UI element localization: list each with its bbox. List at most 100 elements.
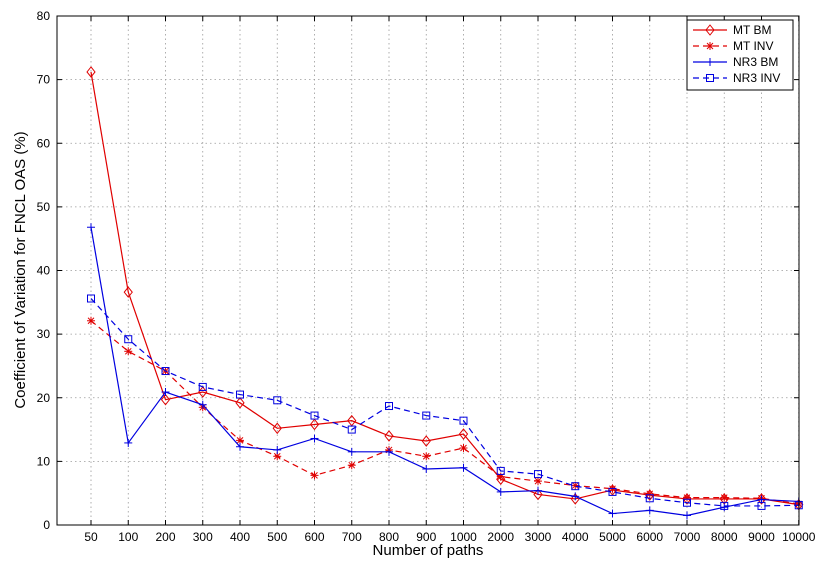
y-tick-label: 30 xyxy=(37,327,51,341)
data-point-nr3-inv xyxy=(124,335,133,344)
x-tick-label: 5000 xyxy=(599,530,626,544)
data-point-mt-bm xyxy=(86,66,96,78)
data-point-nr3-bm xyxy=(236,442,244,451)
x-tick-label: 10000 xyxy=(782,530,815,544)
data-point-nr3-inv xyxy=(534,470,542,479)
data-point-nr3-bm xyxy=(310,434,319,443)
y-tick-label: 0 xyxy=(43,518,50,532)
data-point-nr3-bm xyxy=(124,438,133,447)
data-point-nr3-inv xyxy=(87,294,95,303)
y-tick-label: 10 xyxy=(37,454,51,468)
data-point-nr3-inv xyxy=(198,382,207,391)
data-point-mt-bm xyxy=(272,422,282,435)
legend-label: MT BM xyxy=(733,23,771,37)
data-point-nr3-inv xyxy=(757,501,766,510)
data-point-mt-bm xyxy=(496,473,506,485)
marker-stroke xyxy=(236,437,244,444)
data-point-mt-inv xyxy=(720,493,729,502)
data-point-nr3-inv xyxy=(459,416,468,425)
data-point-nr3-bm xyxy=(87,223,95,232)
data-point-nr3-inv xyxy=(236,390,244,399)
data-point-nr3-bm xyxy=(683,511,691,520)
series-nr3-bm xyxy=(87,223,803,520)
data-point-mt-bm xyxy=(235,397,245,409)
data-point-nr3-bm xyxy=(459,463,468,472)
data-point-nr3-bm xyxy=(496,487,505,496)
data-point-nr3-bm xyxy=(645,506,654,515)
data-point-mt-inv xyxy=(496,472,505,481)
marker-stroke xyxy=(87,317,95,325)
marker-stroke xyxy=(720,494,728,501)
data-point-nr3-bm xyxy=(422,465,431,474)
data-point-mt-inv xyxy=(310,471,319,480)
x-tick-label: 600 xyxy=(304,530,324,544)
data-point-mt-inv xyxy=(347,461,356,470)
data-point-mt-bm xyxy=(384,430,394,442)
series-line-mt-inv xyxy=(90,320,799,505)
legend-label: MT INV xyxy=(733,39,773,53)
x-tick-label: 800 xyxy=(379,530,399,544)
marker-stroke xyxy=(571,482,579,489)
x-tick-label: 400 xyxy=(230,530,250,544)
legend-marker xyxy=(706,58,714,66)
data-point-mt-bm xyxy=(756,493,767,505)
data-point-nr3-inv xyxy=(161,367,170,376)
x-tick-label: 900 xyxy=(416,530,436,544)
y-tick-label: 50 xyxy=(37,200,51,214)
series-line-nr3-bm xyxy=(90,227,799,517)
data-point-nr3-inv xyxy=(273,396,282,405)
data-point-mt-inv xyxy=(571,481,580,490)
marker-stroke xyxy=(124,347,132,355)
legend-item-nr3-bm: NR3 BM xyxy=(693,55,778,69)
data-point-mt-inv xyxy=(534,477,542,486)
marker-stroke xyxy=(460,444,467,452)
legend-label: NR3 INV xyxy=(733,71,780,85)
data-point-nr3-inv xyxy=(385,402,393,411)
series-layer xyxy=(86,66,804,520)
data-point-mt-bm xyxy=(533,488,543,501)
marker-stroke xyxy=(534,477,542,485)
x-tick-label: 500 xyxy=(267,530,287,544)
data-point-nr3-bm xyxy=(534,486,542,495)
marker-stroke xyxy=(311,472,318,479)
data-point-mt-inv xyxy=(124,347,133,356)
series-mt-inv xyxy=(87,316,803,509)
data-point-mt-bm xyxy=(123,286,133,298)
legend-label: NR3 BM xyxy=(733,55,778,69)
y-tick-label: 60 xyxy=(37,136,51,150)
data-point-nr3-bm xyxy=(608,509,617,518)
legend: MT BM MT INV NR3 BM NR3 INV xyxy=(686,19,794,91)
marker-stroke xyxy=(348,461,356,469)
data-point-nr3-bm xyxy=(385,447,393,456)
x-tick-label: 4000 xyxy=(562,530,589,544)
x-tick-label: 50 xyxy=(84,530,98,544)
data-point-nr3-inv xyxy=(571,482,580,491)
y-tick-label: 70 xyxy=(37,73,51,87)
data-point-nr3-inv xyxy=(645,494,654,503)
x-tick-label: 1000 xyxy=(450,530,477,544)
data-point-mt-inv xyxy=(459,444,468,453)
marker-stroke xyxy=(273,452,281,460)
data-point-nr3-bm xyxy=(161,388,170,397)
legend-item-nr3-inv: NR3 INV xyxy=(693,71,780,85)
series-nr3-inv xyxy=(87,294,803,510)
legend-marker xyxy=(706,74,714,82)
x-tick-label: 300 xyxy=(193,530,213,544)
x-tick-label: 8000 xyxy=(711,530,738,544)
data-point-nr3-inv xyxy=(683,498,691,507)
data-point-nr3-bm xyxy=(198,400,207,409)
data-point-mt-inv xyxy=(645,489,654,498)
y-axis-title: Coefficient of Variation for FNCL OAS (%… xyxy=(12,131,29,408)
data-point-mt-inv xyxy=(422,452,431,461)
y-tick-label: 40 xyxy=(37,264,51,278)
data-point-mt-bm xyxy=(160,393,171,406)
data-point-nr3-inv xyxy=(422,411,431,420)
data-point-nr3-bm xyxy=(571,492,580,501)
data-point-nr3-inv xyxy=(496,466,505,475)
axis-layer: 0 10 20 30 40 50 60 70 80 50 100 200 300 400 500 600 700… xyxy=(37,9,815,544)
data-point-nr3-inv xyxy=(310,411,319,420)
x-tick-label: 100 xyxy=(118,530,138,544)
x-tick-label: 7000 xyxy=(674,530,701,544)
